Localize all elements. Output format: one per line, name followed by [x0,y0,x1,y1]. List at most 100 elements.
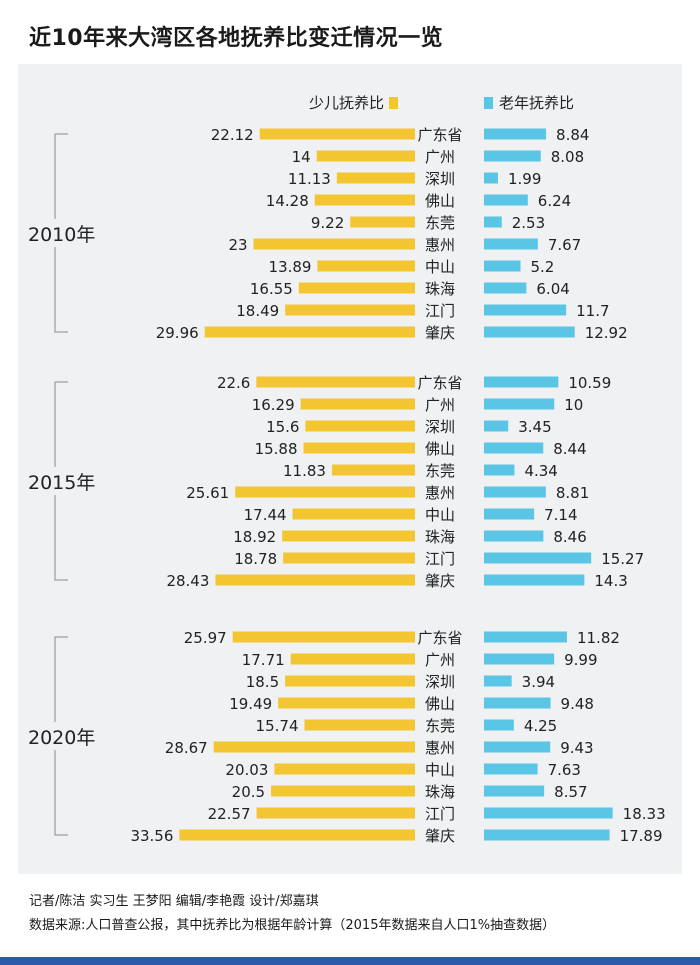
child-ratio-value: 11.13 [288,170,331,188]
region-label: 东莞 [425,717,455,735]
region-label: 东莞 [425,462,455,480]
region-label: 江门 [425,550,455,568]
elderly-ratio-bar [484,442,544,454]
region-label: 广东省 [417,629,462,647]
child-ratio-value: 16.55 [250,280,293,298]
region-label: 佛山 [425,440,455,458]
child-ratio-value: 25.61 [186,484,229,502]
elderly-ratio-value: 3.94 [522,673,555,691]
region-label: 佛山 [425,695,455,713]
elderly-ratio-value: 8.57 [554,783,587,801]
child-ratio-value: 20.03 [225,761,268,779]
legend-child-label: 少儿抚养比 [309,94,384,112]
elderly-ratio-bar [484,238,538,250]
elderly-ratio-value: 11.7 [576,302,609,320]
elderly-ratio-bar [484,785,545,797]
elderly-ratio-value: 17.89 [620,827,663,845]
child-ratio-value: 17.71 [242,651,285,669]
elderly-ratio-value: 14.3 [594,572,627,590]
child-ratio-bar [256,376,415,388]
elderly-ratio-value: 10 [564,396,583,414]
child-ratio-value: 23 [228,236,247,254]
elderly-ratio-value: 6.24 [538,192,571,210]
region-label: 中山 [425,506,455,524]
legend-child-swatch [389,97,398,109]
elderly-ratio-bar [484,653,555,665]
elderly-ratio-value: 9.48 [561,695,594,713]
child-ratio-value: 22.57 [208,805,251,823]
child-ratio-bar [215,574,415,586]
child-ratio-bar [204,326,415,338]
elderly-ratio-value: 8.46 [553,528,586,546]
elderly-ratio-bar [484,741,551,753]
child-ratio-bar [317,260,415,272]
legend-elderly-swatch [484,97,493,109]
region-label: 广州 [425,651,455,669]
child-ratio-value: 28.67 [165,739,208,757]
elderly-ratio-bar [484,260,521,272]
child-ratio-bar [274,763,415,775]
child-ratio-bar [303,442,415,454]
child-ratio-value: 22.6 [217,374,250,392]
child-ratio-bar [331,464,415,476]
elderly-ratio-value: 4.34 [524,462,557,480]
year-label: 2020年 [28,727,95,749]
child-ratio-bar [235,486,415,498]
child-ratio-bar [232,631,415,643]
child-ratio-value: 9.22 [311,214,344,232]
child-ratio-bar [259,128,415,140]
elderly-ratio-value: 15.27 [601,550,644,568]
elderly-ratio-bar [484,829,610,841]
region-label: 广州 [425,396,455,414]
elderly-ratio-value: 7.67 [548,236,581,254]
elderly-ratio-value: 7.63 [548,761,581,779]
child-ratio-bar [298,282,415,294]
elderly-ratio-bar [484,376,559,388]
elderly-ratio-value: 9.99 [564,651,597,669]
elderly-ratio-bar [484,697,551,709]
child-ratio-bar [304,719,415,731]
region-label: 广东省 [417,126,462,144]
year-label: 2010年 [28,224,95,246]
year-label-bg [26,722,106,750]
year-label-bg [26,219,106,247]
child-ratio-value: 18.49 [236,302,279,320]
child-ratio-bar [290,653,415,665]
region-label: 肇庆 [425,324,455,342]
elderly-ratio-value: 9.43 [560,739,593,757]
elderly-ratio-value: 12.92 [585,324,628,342]
region-label: 珠海 [425,783,455,801]
elderly-ratio-value: 1.99 [508,170,541,188]
child-ratio-bar [285,304,415,316]
elderly-ratio-bar [484,150,541,162]
child-ratio-value: 11.83 [283,462,326,480]
child-ratio-value: 13.89 [269,258,312,276]
elderly-ratio-bar [484,172,498,184]
elderly-ratio-bar [484,282,527,294]
region-label: 广东省 [417,374,462,392]
region-label: 江门 [425,805,455,823]
page-title: 近10年来大湾区各地抚养比变迁情况一览 [29,26,444,51]
region-label: 珠海 [425,280,455,298]
elderly-ratio-value: 8.81 [556,484,589,502]
region-label: 中山 [425,761,455,779]
child-ratio-value: 15.74 [256,717,299,735]
region-label: 广州 [425,148,455,166]
child-ratio-bar [213,741,415,753]
child-ratio-value: 18.92 [233,528,276,546]
credits-line: 记者/陈洁 实习生 王梦阳 编辑/李艳霞 设计/郑嘉琪 [29,894,319,909]
child-ratio-value: 18.5 [246,673,279,691]
child-ratio-value: 28.43 [166,572,209,590]
year-label-bg [26,467,106,495]
elderly-ratio-bar [484,675,512,687]
elderly-ratio-value: 2.53 [512,214,545,232]
region-label: 惠州 [425,484,455,502]
child-ratio-value: 15.88 [255,440,298,458]
elderly-ratio-value: 4.25 [524,717,557,735]
child-ratio-bar [300,398,415,410]
child-ratio-bar [282,530,415,542]
child-ratio-value: 29.96 [156,324,199,342]
child-ratio-bar [179,829,415,841]
region-label: 惠州 [425,236,455,254]
child-ratio-bar [283,552,415,564]
